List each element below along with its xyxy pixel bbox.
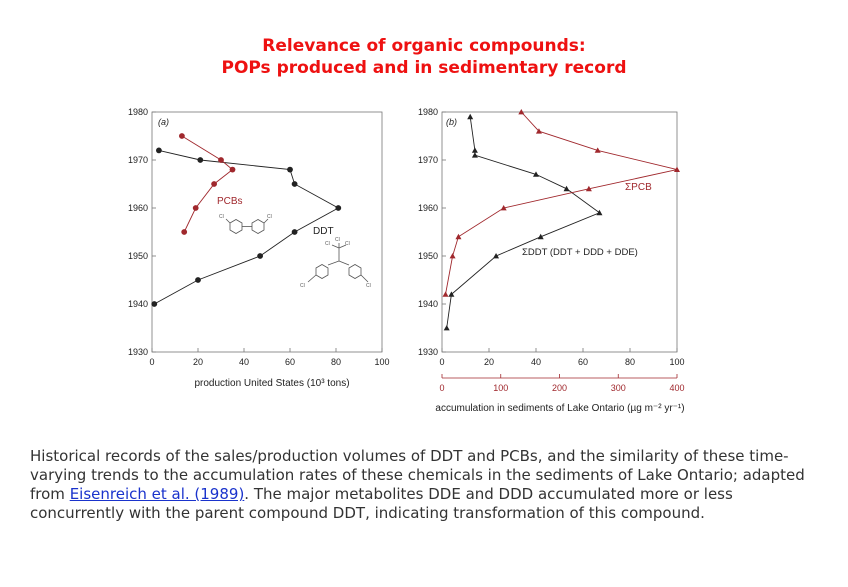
data-point-b-0-7 xyxy=(493,253,500,259)
x2-tick-label-400: 400 xyxy=(669,383,684,393)
y-tick-label-b-1940: 1940 xyxy=(418,299,438,309)
panel-a-label: (a) xyxy=(158,117,169,127)
x-tick-label-a-60: 60 xyxy=(285,357,295,367)
panel-a-xlabel: production United States (10³ tons) xyxy=(194,378,349,389)
y-tick-label-b-1960: 1960 xyxy=(418,203,438,213)
data-point-a-0-6 xyxy=(257,253,263,259)
y-tick-label-a-1950: 1950 xyxy=(128,251,148,261)
caption-text-before: Historical records of the sales/producti… xyxy=(30,447,805,503)
data-point-a-0-1 xyxy=(197,157,204,163)
data-point-b-1-7 xyxy=(449,253,456,259)
y-tick-label-a-1930: 1930 xyxy=(128,347,148,357)
x-tick-label-a-0: 0 xyxy=(149,357,154,367)
y-tick-label-b-1930: 1930 xyxy=(418,347,438,357)
data-point-a-0-5 xyxy=(291,229,298,235)
x2-tick-label-0: 0 xyxy=(439,383,444,393)
figure: (a) (b) 1930 1940 1950 1960 1970 1980 0 20 40 60 8… xyxy=(128,107,685,414)
x-tick-label-b-20: 20 xyxy=(484,357,494,367)
data-point-b-0-3 xyxy=(533,171,539,177)
ddt-cl-right: Cl xyxy=(366,283,371,289)
data-point-b-1-6 xyxy=(455,233,462,240)
data-point-a-1-1 xyxy=(218,157,224,163)
sum-ddt-series-label: ΣDDT (DDT + DDD + DDE) xyxy=(522,247,638,258)
data-point-a-1-2 xyxy=(229,166,236,173)
x2-tick-label-300: 300 xyxy=(611,383,626,393)
series-line-a-0 xyxy=(154,149,340,305)
data-point-a-0-2 xyxy=(287,166,293,173)
pcb-cl-right: Cl xyxy=(267,214,272,220)
data-point-b-0-9 xyxy=(443,325,450,331)
data-point-a-1-4 xyxy=(192,205,199,211)
y-tick-label-b-1950: 1950 xyxy=(418,251,438,261)
data-point-a-0-8 xyxy=(151,301,158,307)
data-point-b-0-1 xyxy=(471,147,478,153)
pcb-structure-drawing xyxy=(225,218,269,234)
panel-b-label: (b) xyxy=(446,117,457,127)
x-tick-label-b-80: 80 xyxy=(625,357,635,367)
ddt-cl-top2: Cl xyxy=(335,237,340,243)
panel-b-frame xyxy=(441,111,678,353)
data-point-b-1-4 xyxy=(585,185,592,192)
x-tick-label-a-40: 40 xyxy=(239,357,249,367)
data-point-a-0-0 xyxy=(156,147,162,154)
x-tick-label-b-60: 60 xyxy=(578,357,588,367)
ddt-cl-top1: Cl xyxy=(325,241,330,247)
data-point-b-0-2 xyxy=(471,152,478,158)
data-point-b-0-5 xyxy=(596,209,603,216)
x2-tick-label-100: 100 xyxy=(493,383,508,393)
y-tick-label-a-1970: 1970 xyxy=(128,155,148,165)
pcbs-series-label: PCBs xyxy=(217,196,243,207)
data-point-b-1-3 xyxy=(674,166,680,172)
data-point-a-1-0 xyxy=(179,133,185,139)
panel-b-xlabel: accumulation in sediments of Lake Ontari… xyxy=(435,403,684,414)
chart-marks xyxy=(151,109,680,331)
ddt-series-label: DDT xyxy=(313,226,334,237)
data-point-a-0-4 xyxy=(335,205,342,211)
ddt-cl-top3: Cl xyxy=(345,241,350,247)
y-tick-label-b-1980: 1980 xyxy=(418,107,438,117)
series-line-a-1 xyxy=(181,135,234,233)
x-tick-label-b-100: 100 xyxy=(669,357,684,367)
figure-caption: Historical records of the sales/producti… xyxy=(30,447,830,523)
caption-text-after: . The major metabolites DDE and DDD accu… xyxy=(30,485,733,522)
panel-a-frame xyxy=(151,111,383,353)
series-line-b-1 xyxy=(445,111,678,295)
y-tick-label-a-1980: 1980 xyxy=(128,107,148,117)
data-point-a-1-3 xyxy=(211,181,217,187)
slide-title-line2: POPs produced and in sedimentary record xyxy=(221,58,627,78)
panel-a-axes: 1930 1940 1950 1960 1970 1980 0 20 40 60 80 100 xyxy=(128,107,390,367)
data-point-b-0-4 xyxy=(563,185,570,192)
y-tick-label-a-1960: 1960 xyxy=(128,203,148,213)
x-tick-label-b-0: 0 xyxy=(439,357,444,367)
data-point-b-0-0 xyxy=(467,113,474,120)
ddt-cl-left: Cl xyxy=(300,283,305,289)
data-point-b-1-0 xyxy=(518,109,525,115)
slide-title-line1: Relevance of organic compounds: xyxy=(262,36,586,56)
data-point-b-1-5 xyxy=(500,205,507,211)
x-tick-label-a-100: 100 xyxy=(374,357,389,367)
data-point-a-1-5 xyxy=(181,229,188,235)
data-point-b-0-8 xyxy=(448,291,455,297)
pcb-cl-left: Cl xyxy=(219,214,224,220)
x-tick-label-a-80: 80 xyxy=(331,357,341,367)
data-point-a-0-3 xyxy=(291,181,298,187)
panel-b-axes: 1930 1940 1950 1960 1970 1980 0 20 40 60 80 100 0 100… xyxy=(418,107,685,393)
x2-tick-label-200: 200 xyxy=(552,383,567,393)
series-line-b-0 xyxy=(446,116,601,329)
data-point-b-0-6 xyxy=(537,233,544,240)
sum-pcb-series-label: ΣPCB xyxy=(625,182,652,193)
y-tick-label-a-1940: 1940 xyxy=(128,299,148,309)
data-point-b-1-1 xyxy=(535,128,542,134)
data-point-b-1-8 xyxy=(442,291,449,297)
x-tick-label-b-40: 40 xyxy=(531,357,541,367)
ddt-structure-drawing xyxy=(307,243,369,283)
y-tick-label-b-1970: 1970 xyxy=(418,155,438,165)
data-point-b-1-2 xyxy=(594,147,601,153)
citation-link[interactable]: Eisenreich et al. (1989) xyxy=(69,485,245,503)
data-point-a-0-7 xyxy=(195,277,201,283)
x-tick-label-a-20: 20 xyxy=(193,357,203,367)
